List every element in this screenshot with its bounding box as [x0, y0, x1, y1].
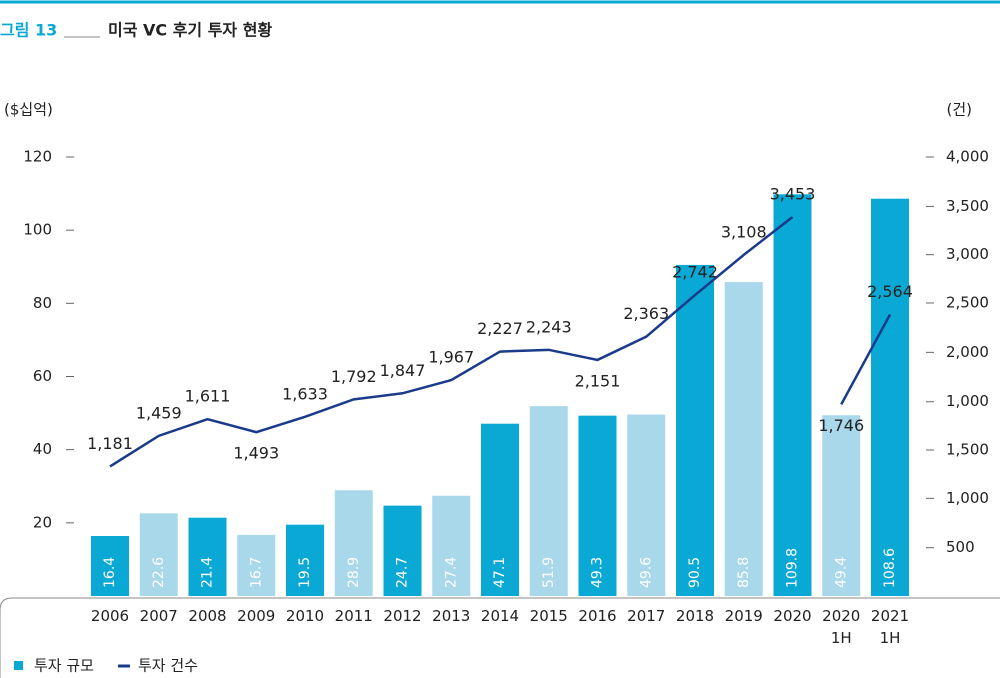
bar	[529, 406, 568, 596]
legend-label: 투자 건수	[138, 657, 198, 675]
line	[840, 314, 892, 405]
line-label: 1,181	[87, 434, 133, 453]
y-axis-label: ($십억)	[4, 101, 53, 119]
bar-label: 27.4	[443, 557, 459, 588]
line-label: 1,792	[331, 367, 377, 386]
bar	[627, 414, 666, 596]
x-tick-label: 2019	[725, 607, 763, 625]
bar-label: 51.9	[541, 557, 557, 588]
bar-label: 16.4	[102, 557, 118, 588]
bar	[91, 536, 129, 596]
bar	[481, 423, 519, 596]
y2-tick-label: 3,500	[946, 197, 989, 215]
y2-axis-label: (건)	[946, 101, 972, 119]
figure-label: 그림 13	[0, 21, 57, 40]
y-tick-label: 80	[33, 294, 52, 312]
line-label: 3,108	[721, 222, 767, 241]
line-label: 2,363	[623, 304, 669, 323]
bar	[724, 282, 763, 596]
line-label: 1,611	[185, 387, 231, 406]
line	[109, 216, 794, 468]
line-label: 2,227	[477, 319, 523, 338]
bar-label: 49.6	[638, 557, 654, 588]
bar	[822, 415, 861, 596]
x-tick-label: 2020	[773, 607, 811, 625]
bar-label: 24.7	[395, 557, 411, 588]
bar	[383, 505, 422, 596]
line-label: 1,459	[136, 403, 182, 422]
bar-label: 85.8	[736, 557, 752, 588]
line-label: 2,243	[526, 317, 572, 336]
bar	[773, 194, 812, 596]
y2-tick-label: 4,000	[946, 148, 989, 166]
x-tick-label: 2008	[188, 607, 226, 625]
y-tick-label: 20	[33, 513, 52, 531]
bar-label: 47.1	[492, 557, 508, 588]
x-tick-label: 2012	[383, 607, 421, 625]
bar	[237, 534, 276, 596]
y2-tick-label: 1,000	[946, 489, 989, 507]
x-tick-label: 2011	[335, 607, 373, 625]
bar-label: 109.8	[785, 548, 801, 588]
bar-label: 28.9	[346, 557, 362, 588]
x-tick-label: 2020 1H	[822, 607, 860, 647]
line-label: 1,746	[818, 416, 864, 435]
bar-label: 49.3	[590, 557, 606, 588]
frame	[0, 597, 1000, 678]
x-tick-label: 2017	[627, 607, 665, 625]
x-tick-label: 2013	[432, 607, 470, 625]
y2-tick-label: 2,500	[946, 293, 989, 311]
line-label: 2,151	[575, 371, 621, 390]
y2-tick-label: 2,000	[946, 343, 989, 361]
bar-label: 49.4	[833, 557, 849, 588]
x-tick-label: 2010	[286, 607, 324, 625]
x-tick-label: 2009	[237, 607, 275, 625]
bar-label: 108.6	[882, 548, 898, 588]
line-label: 1,633	[282, 384, 328, 403]
x-tick-label: 2016	[578, 607, 616, 625]
bar	[139, 513, 178, 596]
bar	[188, 517, 227, 596]
y2-tick-label: 1,500	[946, 441, 989, 459]
line-label: 1,967	[428, 348, 474, 367]
bar	[432, 495, 471, 596]
x-tick-label: 2018	[676, 607, 714, 625]
bar	[871, 198, 909, 596]
bar-label: 21.4	[200, 557, 216, 588]
line-label: 1,847	[380, 361, 426, 380]
y2-tick-label: 3,000	[946, 245, 989, 263]
bar	[286, 524, 324, 596]
line-label: 2,742	[672, 263, 718, 282]
x-tick-label: 2007	[140, 607, 178, 625]
bar	[578, 415, 617, 596]
bar	[334, 490, 373, 596]
y2-tick-label: 500	[946, 538, 975, 556]
x-tick-label: 2021 1H	[871, 607, 909, 647]
x-tick-label: 2015	[530, 607, 568, 625]
y2-tick-label: 1,000	[946, 392, 989, 410]
line-label: 2,564	[867, 282, 913, 301]
y-tick-label: 60	[33, 367, 52, 385]
bar-label: 90.5	[687, 557, 703, 588]
line-label: 1,493	[233, 444, 279, 463]
bar-label: 16.7	[248, 557, 264, 588]
y-tick-label: 120	[23, 148, 52, 166]
bar	[676, 264, 714, 596]
chart-title: 미국 VC 후기 투자 현황	[108, 21, 272, 40]
x-tick-label: 2014	[481, 607, 519, 625]
line-label: 3,453	[770, 185, 816, 204]
y-tick-label: 100	[23, 221, 52, 239]
bar-label: 22.6	[151, 557, 167, 588]
x-tick-label: 2006	[91, 607, 129, 625]
legend-swatch	[14, 661, 23, 670]
bar-label: 19.5	[297, 557, 313, 588]
y-tick-label: 40	[33, 440, 52, 458]
legend-label: 투자 규모	[34, 657, 94, 675]
